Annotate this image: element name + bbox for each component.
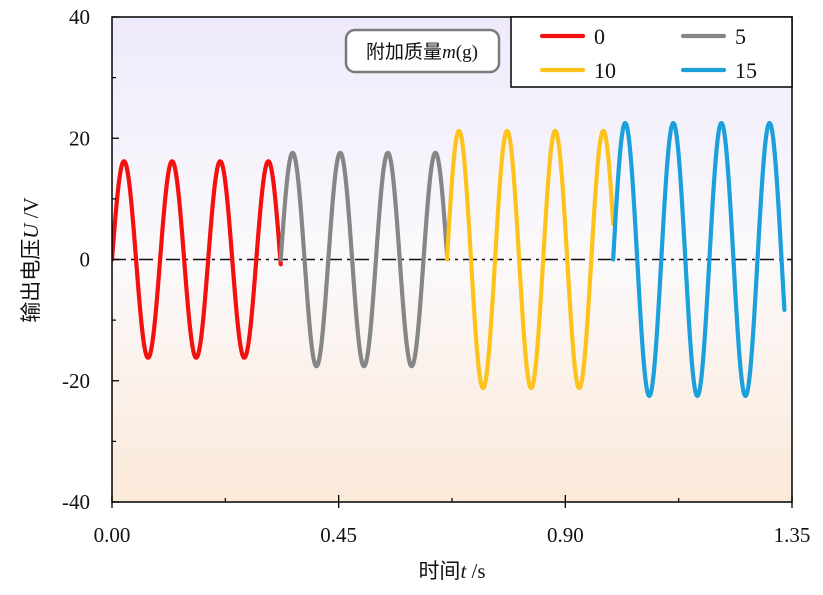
legend-label-2: 10 <box>594 58 616 83</box>
y-axis-title-var: U <box>19 222 43 239</box>
legend: 0 5 10 15 <box>510 16 793 88</box>
y-tick-label-3: -20 <box>62 369 90 393</box>
x-tick-label-2: 0.90 <box>547 523 584 547</box>
annotation-frame <box>344 28 501 74</box>
legend-label-3: 15 <box>735 58 757 83</box>
x-tick-label-0: 0.00 <box>94 523 131 547</box>
annotation-box: 附加质量m(g) <box>344 28 501 74</box>
x-axis-title: 时间t /s <box>418 559 485 583</box>
y-axis-title: 输出电压U /V <box>19 197 43 322</box>
annotation-var: m <box>442 42 456 63</box>
series-line-0 <box>112 159 283 360</box>
x-tick-label-3: 1.35 <box>774 523 811 547</box>
y-tick-label-4: -40 <box>62 490 90 514</box>
y-tick-label-2: 0 <box>80 248 91 272</box>
legend-frame <box>510 16 793 88</box>
x-axis-title-unit: /s <box>466 559 485 583</box>
annotation-main: 附加质量 <box>366 41 442 63</box>
y-tick-label-1: 20 <box>69 126 90 150</box>
x-axis-title-main: 时间 <box>418 559 460 583</box>
series-line-1 <box>278 150 450 369</box>
x-axis-title-var: t <box>460 559 467 583</box>
series-line-3 <box>611 120 787 399</box>
annotation-unit: (g) <box>456 42 478 63</box>
annotation-label: 附加质量m(g) <box>366 41 478 63</box>
y-axis-title-main: 输出电压 <box>19 239 43 323</box>
y-axis-title-unit: /V <box>19 197 43 223</box>
legend-label-0: 0 <box>594 24 605 49</box>
legend-label-1: 5 <box>735 24 746 49</box>
y-tick-label-0: 40 <box>69 5 90 29</box>
series-line-2 <box>444 128 616 391</box>
x-tick-label-1: 0.45 <box>320 523 357 547</box>
